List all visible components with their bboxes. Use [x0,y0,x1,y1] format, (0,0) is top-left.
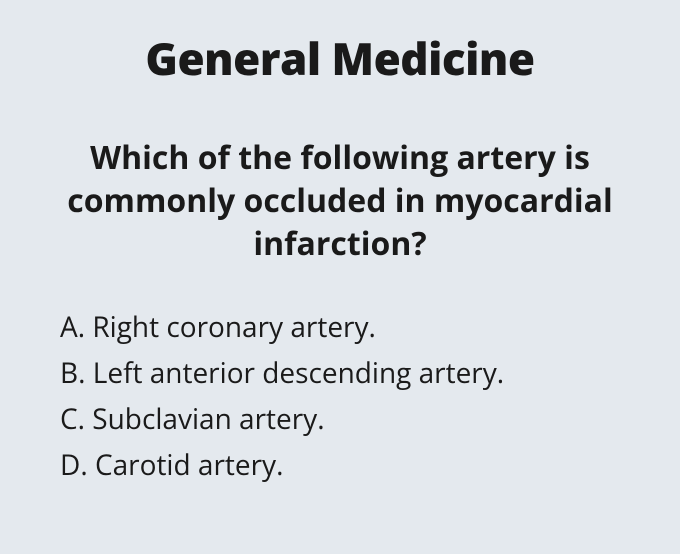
option-text: Left anterior descending artery. [93,354,504,392]
option-text: Right coronary artery. [92,308,376,346]
option-text: Carotid artery. [95,446,283,484]
option-text: Subclavian artery. [92,400,324,438]
option-letter: D [60,446,80,484]
option-b: B. Left anterior descending artery. [60,352,640,394]
option-a: A. Right coronary artery. [60,306,640,348]
options-list: A. Right coronary artery. B. Left anteri… [40,306,640,486]
page-title: General Medicine [40,28,640,88]
option-d: D. Carotid artery. [60,444,640,486]
option-letter: C [60,400,78,438]
option-letter: B [60,354,78,392]
question-text: Which of the following artery is commonl… [40,136,640,266]
option-c: C. Subclavian artery. [60,398,640,440]
option-letter: A [60,308,78,346]
